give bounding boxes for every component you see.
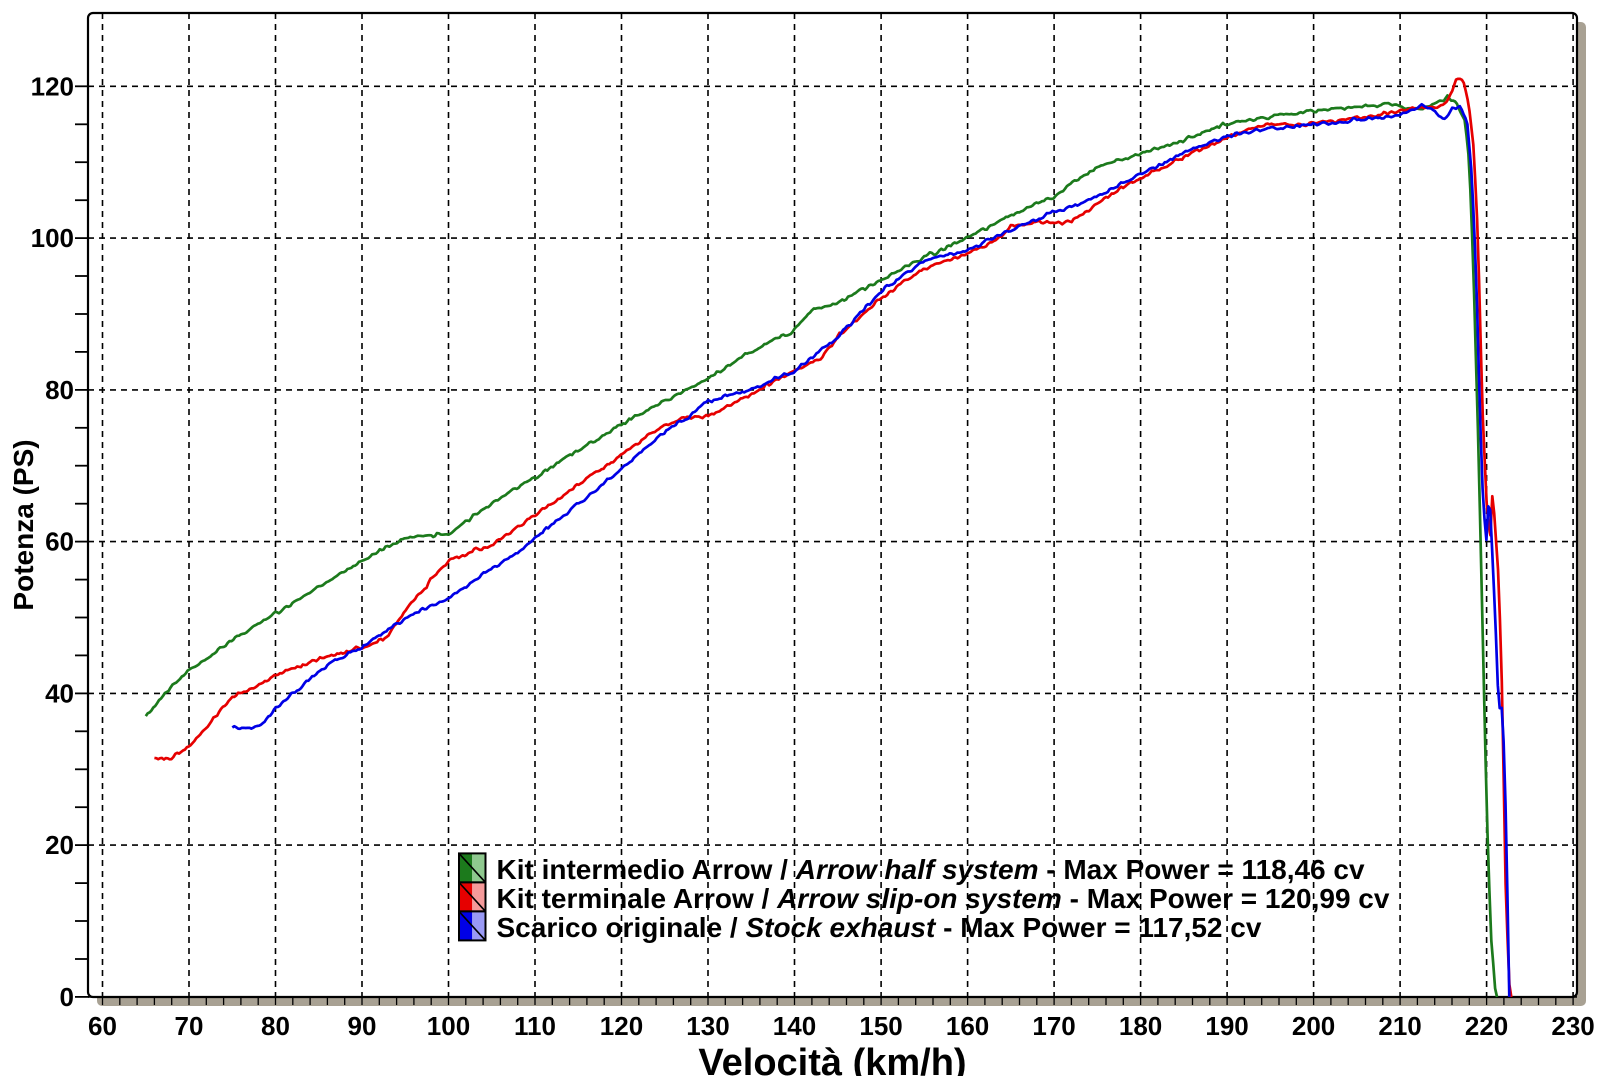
svg-text:Kit terminale Arrow / Arrow sl: Kit terminale Arrow / Arrow slip-on syst… — [497, 883, 1390, 914]
svg-text:140: 140 — [773, 1011, 816, 1041]
svg-text:120: 120 — [600, 1011, 643, 1041]
svg-text:Velocità (km/h): Velocità (km/h) — [698, 1042, 966, 1076]
svg-text:0: 0 — [60, 982, 74, 1012]
svg-text:190: 190 — [1205, 1011, 1248, 1041]
svg-text:20: 20 — [45, 830, 74, 860]
svg-text:80: 80 — [261, 1011, 290, 1041]
svg-text:230: 230 — [1551, 1011, 1594, 1041]
svg-text:100: 100 — [31, 223, 74, 253]
svg-text:Scarico originale / Stock exha: Scarico originale / Stock exhaust - Max … — [497, 912, 1262, 943]
svg-text:60: 60 — [88, 1011, 117, 1041]
svg-text:100: 100 — [427, 1011, 470, 1041]
svg-text:130: 130 — [686, 1011, 729, 1041]
svg-text:60: 60 — [45, 527, 74, 557]
svg-text:70: 70 — [175, 1011, 204, 1041]
svg-text:180: 180 — [1119, 1011, 1162, 1041]
svg-text:90: 90 — [348, 1011, 377, 1041]
svg-text:80: 80 — [45, 375, 74, 405]
svg-text:Potenza (PS): Potenza (PS) — [8, 439, 39, 610]
svg-text:40: 40 — [45, 678, 74, 708]
svg-text:150: 150 — [859, 1011, 902, 1041]
svg-text:Kit intermedio Arrow / Arrow h: Kit intermedio Arrow / Arrow half system… — [497, 854, 1365, 885]
svg-text:200: 200 — [1292, 1011, 1335, 1041]
svg-text:110: 110 — [514, 1011, 556, 1041]
svg-text:170: 170 — [1032, 1011, 1075, 1041]
svg-text:220: 220 — [1465, 1011, 1508, 1041]
svg-text:120: 120 — [31, 71, 74, 101]
svg-text:210: 210 — [1378, 1011, 1421, 1041]
svg-text:160: 160 — [946, 1011, 989, 1041]
